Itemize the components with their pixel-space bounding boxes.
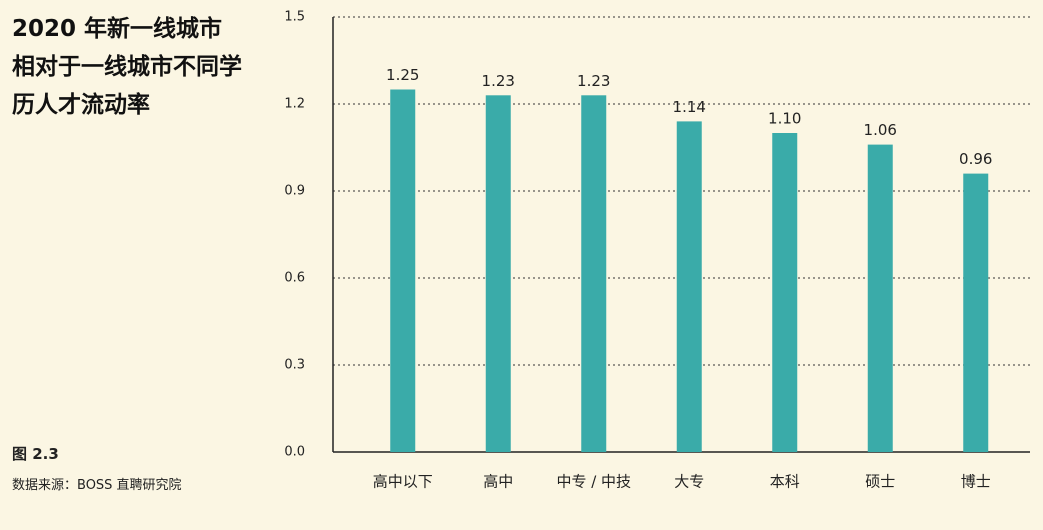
- value-label: 0.96: [959, 150, 992, 168]
- bar: [581, 95, 607, 453]
- x-tick-label: 大专: [674, 473, 704, 491]
- bar: [485, 95, 511, 453]
- bar: [390, 89, 416, 452]
- y-tick-label: 1.2: [284, 97, 305, 112]
- value-label: 1.06: [864, 121, 897, 139]
- bar: [772, 133, 798, 452]
- x-tick-label: 高中: [483, 473, 513, 491]
- y-tick-label: 0.6: [284, 271, 305, 286]
- x-tick-label: 本科: [770, 473, 800, 491]
- figure-label: 图 2.3: [12, 445, 59, 463]
- source-note: 数据来源：BOSS 直聘研究院: [12, 478, 182, 493]
- value-label: 1.23: [482, 72, 515, 90]
- x-tick-label: 高中以下: [373, 473, 433, 491]
- x-tick-label: 中专 / 中技: [556, 473, 631, 491]
- y-tick-label: 0.9: [284, 184, 305, 199]
- bar: [676, 121, 702, 453]
- bar: [963, 173, 989, 452]
- value-label: 1.25: [386, 66, 419, 84]
- y-tick-label: 0.0: [284, 445, 305, 460]
- value-label: 1.14: [673, 98, 706, 116]
- chart-title: 2020 年新一线城市相对于一线城市不同学历人才流动率: [12, 16, 242, 118]
- bar: [867, 144, 893, 452]
- value-label: 1.23: [577, 72, 610, 90]
- x-tick-label: 博士: [961, 473, 991, 491]
- y-tick-label: 1.5: [284, 10, 305, 25]
- x-tick-label: 硕士: [865, 473, 895, 491]
- value-label: 1.10: [768, 110, 801, 128]
- y-tick-label: 0.3: [284, 358, 305, 373]
